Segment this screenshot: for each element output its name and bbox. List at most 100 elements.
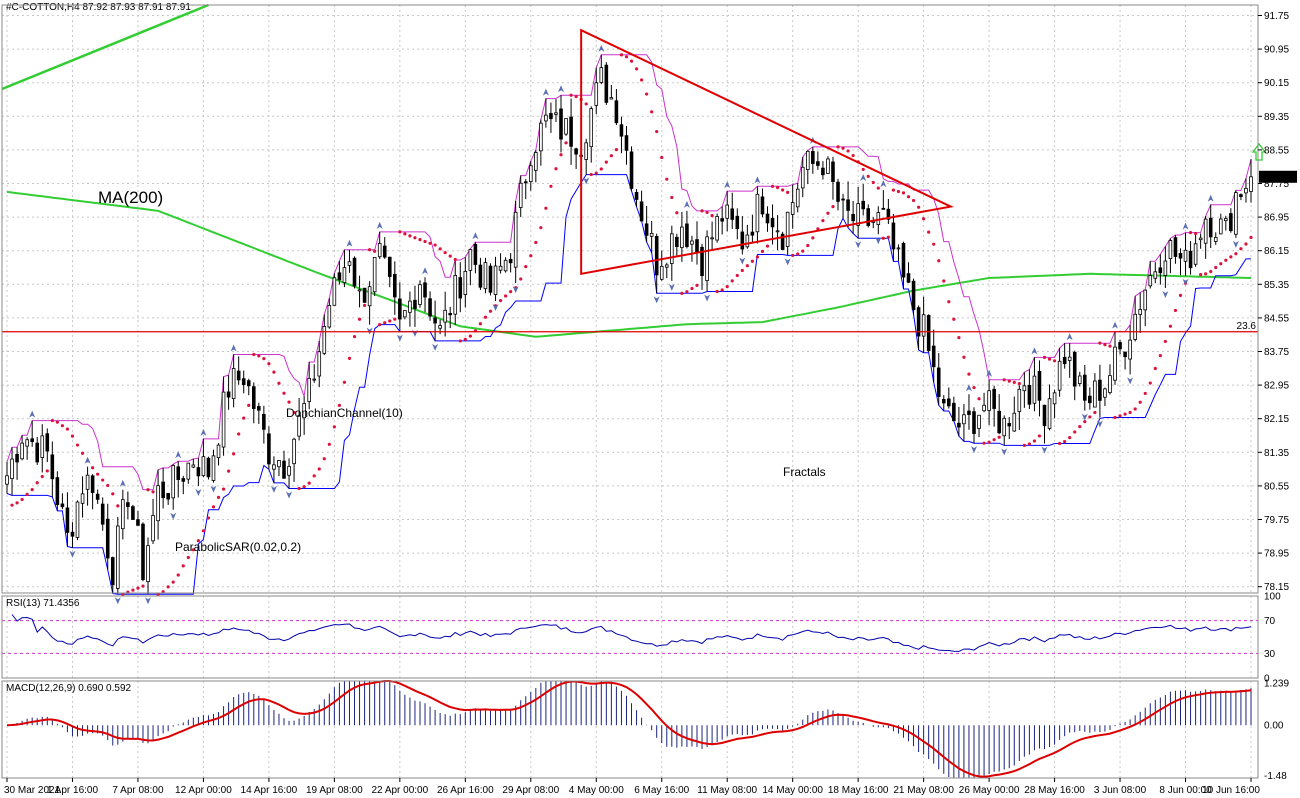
candle-body-up: [468, 249, 473, 271]
sar-dot: [45, 469, 49, 473]
candle-body-up: [1052, 392, 1057, 405]
fractal-down-marker: [512, 286, 519, 294]
sar-dot: [60, 424, 65, 428]
candle-body-down: [181, 478, 186, 482]
sar-dot: [801, 249, 805, 253]
candle-body-down: [901, 242, 906, 278]
sar-dot: [257, 354, 261, 358]
candle: [287, 458, 291, 489]
candle: [947, 387, 951, 409]
candle: [982, 392, 986, 413]
candle-body-up: [443, 309, 447, 323]
candle: [433, 300, 437, 341]
sar-dot: [826, 211, 830, 215]
sar-dot: [216, 495, 221, 499]
sar-dot: [458, 339, 462, 343]
candle: [826, 156, 830, 174]
candle: [292, 437, 296, 482]
candle: [1193, 234, 1198, 267]
candle-body-down: [393, 274, 397, 298]
fractal-down-marker: [875, 237, 882, 245]
sar-dot: [534, 240, 538, 245]
candle-body-down: [1098, 379, 1102, 401]
drawings-layer[interactable]: 23.6: [1, 3, 1267, 333]
candle-body-up: [1148, 275, 1153, 287]
candle-body-down: [549, 113, 553, 120]
sar-dot: [15, 501, 19, 505]
sar-dot: [10, 503, 14, 507]
time-tick-label: 26 May 00:00: [959, 785, 1020, 796]
candle: [1027, 369, 1032, 410]
candle-body-up: [539, 122, 543, 152]
candle-body-down: [131, 506, 135, 520]
candle-body-up: [755, 193, 760, 233]
panel-frame-1: [1, 595, 1259, 679]
candle: [377, 231, 382, 259]
sar-dot: [357, 317, 362, 321]
sar-dot: [539, 226, 543, 230]
sar-dot: [554, 167, 558, 171]
sar-dot: [544, 206, 548, 210]
price-tick-label: 88.55: [1264, 145, 1289, 156]
candle-body-down: [957, 422, 961, 428]
candle: [342, 249, 347, 288]
sar-dot: [91, 466, 95, 470]
sar-dot: [786, 190, 790, 194]
sar-dot: [1234, 252, 1238, 256]
candle-body-up: [1168, 240, 1173, 259]
fractal-down-marker: [1041, 446, 1048, 454]
candle-body-up: [609, 97, 614, 100]
candle-body-up: [503, 259, 508, 272]
candle-body-down: [141, 523, 145, 580]
sar-dot: [760, 249, 765, 253]
candle: [1108, 364, 1112, 395]
candle: [508, 253, 513, 273]
candle: [55, 471, 60, 511]
sar-dot: [846, 149, 850, 153]
fractal-up-marker: [860, 173, 867, 181]
trend-line: [1, 3, 209, 91]
candle: [800, 157, 805, 198]
sar-dot: [927, 230, 931, 234]
sar-dot: [146, 488, 150, 492]
candle: [836, 178, 840, 211]
candle: [1188, 241, 1193, 275]
candle-body-up: [151, 515, 155, 542]
candle: [1203, 215, 1208, 259]
candle-body-up: [277, 460, 281, 468]
sar-dot: [1204, 272, 1208, 276]
time-tick-label: 3 Jun 08:00: [1094, 785, 1147, 796]
ma200-layer: [6, 190, 1252, 338]
sar-dot: [181, 564, 185, 568]
candle: [745, 224, 750, 249]
candle-body-down: [780, 233, 785, 250]
fractal-up-marker: [200, 428, 207, 436]
candle: [1213, 232, 1218, 245]
candle: [191, 458, 196, 469]
candle: [206, 456, 211, 480]
sar-dot: [176, 573, 180, 577]
sar-dot: [650, 110, 654, 114]
price-tick-label: 78.95: [1264, 549, 1289, 560]
candle-body-down: [841, 198, 845, 201]
sar-dot: [262, 356, 266, 361]
sar-dot: [680, 291, 684, 295]
candle: [196, 458, 201, 486]
sar-dot: [987, 440, 991, 444]
sar-dot: [901, 191, 906, 195]
candle-body-down: [50, 454, 55, 480]
candle-body-up: [292, 438, 296, 465]
candle: [25, 437, 29, 460]
candle: [50, 441, 55, 497]
sar-dot: [1027, 442, 1031, 446]
candle-body-up: [589, 108, 594, 148]
candle-body-down: [488, 265, 493, 293]
sar-dot: [242, 416, 246, 420]
candle: [307, 361, 311, 410]
macd-tick-label: 1.239: [1264, 679, 1289, 690]
candle-body-up: [25, 439, 29, 447]
sar-dot: [433, 243, 437, 247]
candle-body-down: [629, 151, 634, 189]
sar-dot: [403, 232, 407, 236]
